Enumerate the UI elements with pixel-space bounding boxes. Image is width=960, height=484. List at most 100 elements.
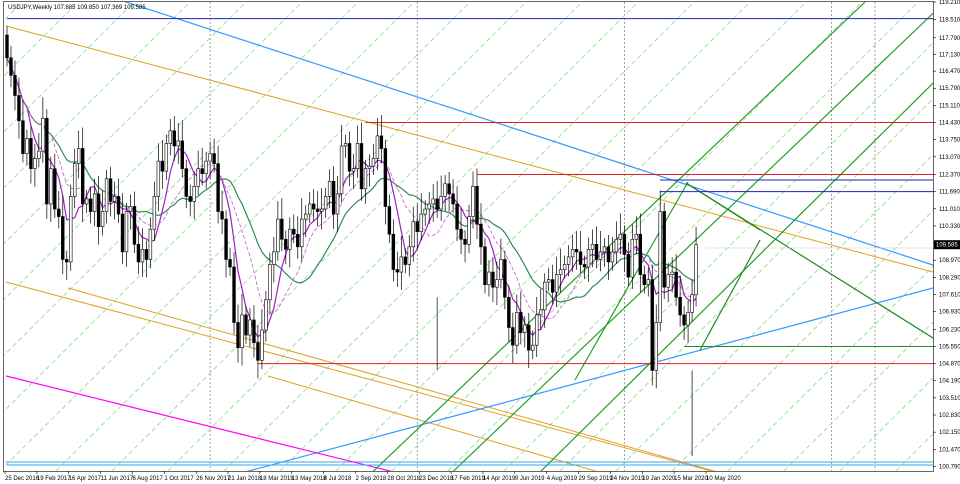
candle xyxy=(511,312,515,364)
x-tick-label: 8 Jul 2018 xyxy=(324,476,352,482)
candle-body xyxy=(415,221,419,233)
candle-body xyxy=(550,279,555,293)
candle xyxy=(296,216,300,259)
candle xyxy=(435,181,439,218)
candle xyxy=(570,234,575,272)
candle-body xyxy=(379,135,384,149)
candle-body xyxy=(73,163,77,197)
candle-body xyxy=(76,148,81,164)
candle-body xyxy=(288,228,292,250)
candle xyxy=(531,330,535,360)
candle xyxy=(586,237,591,282)
candle xyxy=(176,123,180,164)
diagonal-dash xyxy=(167,2,639,471)
candle xyxy=(140,228,145,277)
candle-body xyxy=(590,244,595,250)
candle xyxy=(634,216,639,255)
candle xyxy=(610,237,615,271)
candle xyxy=(156,143,161,212)
candle-body xyxy=(694,244,698,296)
candle-body xyxy=(168,130,173,144)
candle xyxy=(57,191,61,229)
candle xyxy=(355,125,360,178)
candle xyxy=(507,285,511,343)
candle xyxy=(455,186,459,242)
candle-body xyxy=(65,259,69,263)
y-tick-label: 103.510 xyxy=(939,396,960,402)
x-tick-label: 29 Sep 2019 xyxy=(579,476,614,482)
trendlines xyxy=(5,2,933,471)
candle xyxy=(41,97,45,163)
candle-body xyxy=(351,168,356,172)
candle xyxy=(487,260,491,297)
candle xyxy=(562,255,567,279)
candle xyxy=(566,245,571,277)
candle-body xyxy=(5,34,9,59)
candle-body xyxy=(152,196,157,230)
candle-body xyxy=(471,186,475,217)
y-tick-label: 116.470 xyxy=(939,69,960,75)
candle xyxy=(124,202,129,267)
candle-body xyxy=(650,279,654,371)
candle xyxy=(658,190,662,332)
candle-body xyxy=(104,178,109,212)
candle-body xyxy=(37,150,41,159)
candle xyxy=(49,156,53,222)
diagonal-dash xyxy=(4,2,191,189)
candle xyxy=(88,187,93,224)
candle xyxy=(590,229,595,268)
candle-body xyxy=(80,148,85,205)
candle-body xyxy=(527,324,531,351)
candle-body xyxy=(188,196,192,202)
candle xyxy=(236,304,240,363)
candle xyxy=(419,193,423,241)
x-tick-label: 25 Dec 2016 xyxy=(5,476,40,482)
x-tick-label: 19 Jan 2020 xyxy=(642,476,676,482)
candle xyxy=(292,214,296,244)
candle-body xyxy=(558,269,563,275)
candle-body xyxy=(658,211,662,323)
candle xyxy=(347,131,352,187)
candle xyxy=(120,193,125,264)
candle xyxy=(546,267,551,291)
horizontal-levels xyxy=(7,18,933,466)
candle-body xyxy=(339,145,344,195)
candle xyxy=(172,115,176,161)
candle-body xyxy=(319,208,324,212)
candle-body xyxy=(487,271,491,285)
darkgreen-triangle xyxy=(685,182,761,231)
candle-body xyxy=(311,203,316,210)
candle-body xyxy=(140,249,145,263)
candle-body xyxy=(554,274,559,293)
candle-body xyxy=(686,312,690,326)
candle-body xyxy=(395,269,400,273)
candle xyxy=(37,133,41,168)
candle xyxy=(618,213,623,255)
candle xyxy=(252,305,256,358)
candle xyxy=(220,190,224,234)
candle xyxy=(539,288,543,330)
candle-body xyxy=(363,168,368,190)
diagonal-dash xyxy=(559,98,933,471)
candle xyxy=(475,168,479,240)
candle xyxy=(383,139,388,225)
candle xyxy=(308,192,312,223)
x-tick-label: 14 Apr 2019 xyxy=(483,476,516,482)
diagonal-dash xyxy=(4,2,471,468)
candle-body xyxy=(574,249,579,253)
candle xyxy=(606,234,611,280)
candle-body xyxy=(69,196,73,263)
candle-body xyxy=(670,271,674,275)
x-tick-label: 6 Aug 2017 xyxy=(132,476,163,482)
candle xyxy=(443,174,447,212)
candle xyxy=(403,248,407,274)
orange-channel-lower2 xyxy=(267,375,598,471)
candle xyxy=(256,324,260,379)
candle xyxy=(276,201,280,261)
candle-body xyxy=(355,143,360,169)
candle-body xyxy=(45,117,49,205)
diagonal-dash xyxy=(335,2,807,471)
